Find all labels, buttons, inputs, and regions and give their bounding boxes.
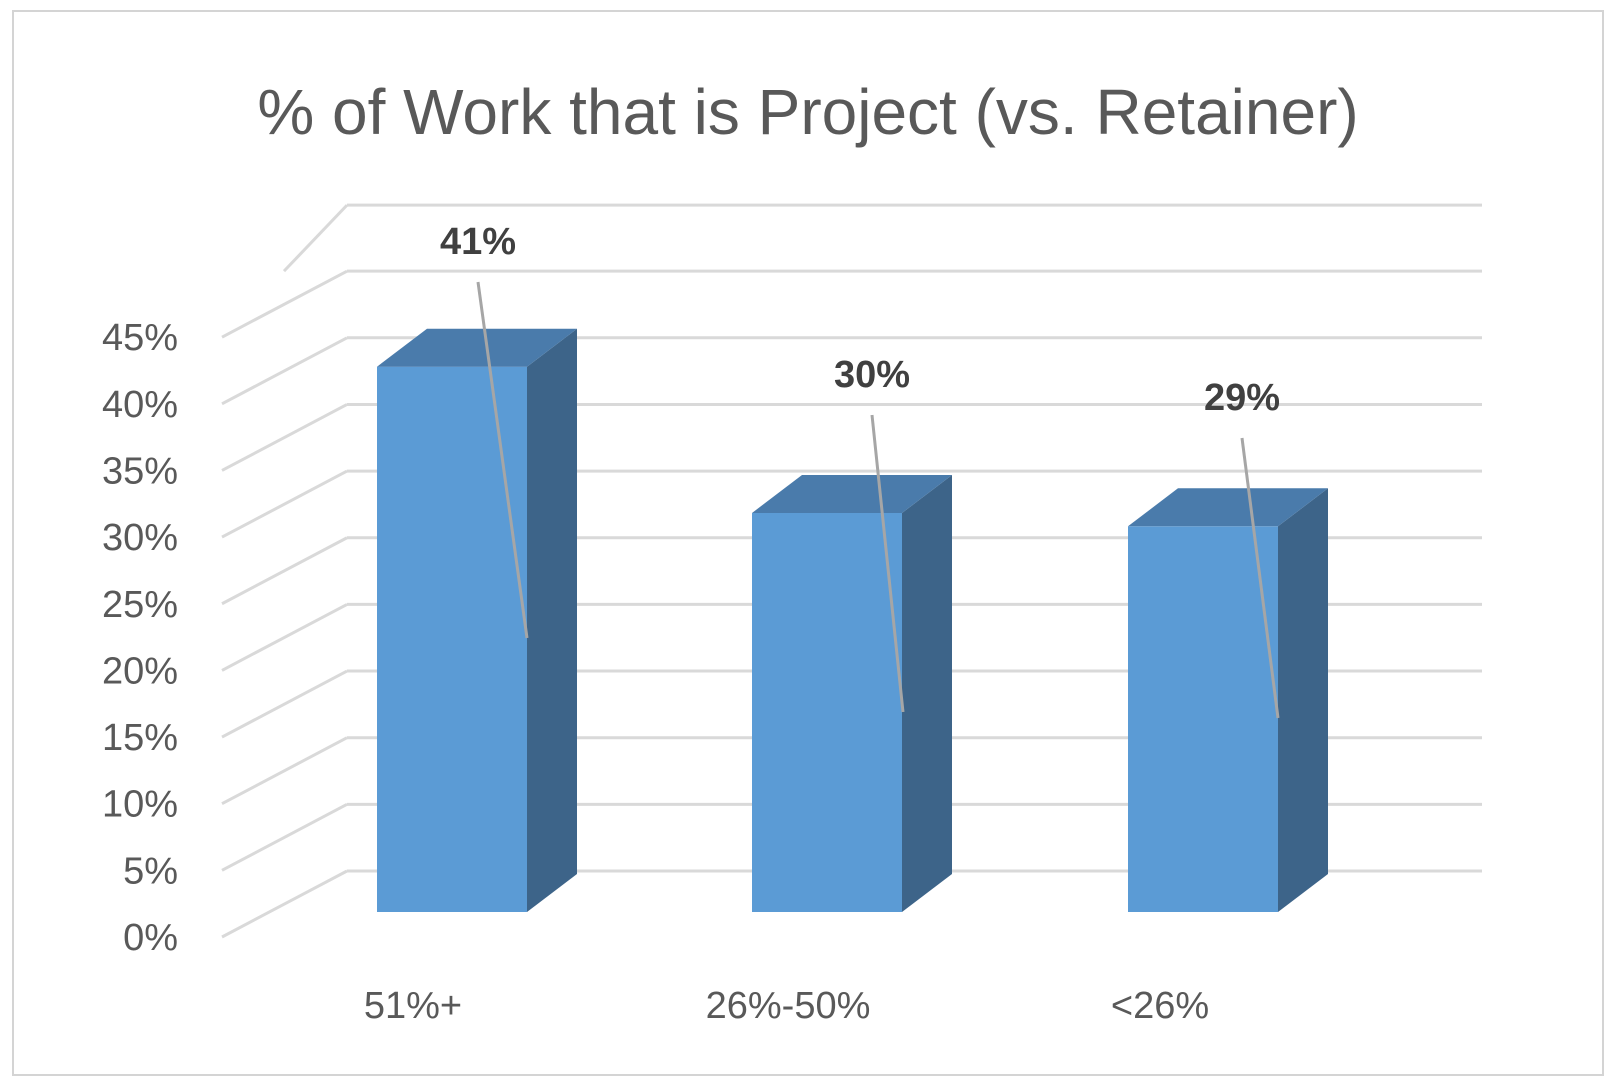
y-axis-ticks: 0% 5% 10% 15% 20% 25% 30% 35% 40% 45% xyxy=(102,317,178,959)
bar-front xyxy=(752,513,902,912)
leader-line xyxy=(476,281,529,639)
gridline-side xyxy=(221,669,348,739)
leader-line xyxy=(1240,437,1280,719)
gridline-side xyxy=(221,603,348,672)
gridline-side xyxy=(221,336,348,406)
y-tick-label: 5% xyxy=(123,850,178,892)
gridline-side xyxy=(221,803,348,872)
gridline-side xyxy=(221,269,348,339)
x-category-label: 26%-50% xyxy=(706,985,871,1027)
data-label: 29% xyxy=(1204,377,1280,419)
chart-title: % of Work that is Project (vs. Retainer) xyxy=(257,76,1358,148)
data-label: 41% xyxy=(440,221,516,263)
bar-top xyxy=(377,328,577,367)
y-tick-label: 25% xyxy=(102,584,178,626)
bar-side xyxy=(1278,488,1328,912)
x-category-label: 51%+ xyxy=(364,985,462,1027)
y-tick-label: 45% xyxy=(102,317,178,359)
gridline-side xyxy=(221,869,348,939)
bar-top xyxy=(752,475,952,513)
y-tick-label: 20% xyxy=(102,650,178,692)
bar-top xyxy=(1128,488,1328,527)
bars xyxy=(377,328,1328,912)
y-tick-label: 0% xyxy=(123,917,178,959)
data-label: 30% xyxy=(834,354,910,396)
y-tick-label: 10% xyxy=(102,784,178,826)
gridline-side xyxy=(221,536,348,606)
gridline-side xyxy=(282,204,349,273)
y-tick-label: 15% xyxy=(102,717,178,759)
gridline-side xyxy=(221,469,348,539)
leader-line xyxy=(870,414,905,713)
bar-front xyxy=(1128,526,1278,912)
y-tick-label: 40% xyxy=(102,384,178,426)
x-category-label: <26% xyxy=(1111,985,1209,1027)
x-axis-categories: 51%+ 26%-50% <26% xyxy=(364,985,1209,1027)
data-labels: 41% 30% 29% xyxy=(440,221,1280,719)
y-tick-label: 35% xyxy=(102,450,178,492)
bar-side xyxy=(527,328,577,912)
gridline-side xyxy=(221,736,348,806)
y-tick-label: 30% xyxy=(102,517,178,559)
bar-front xyxy=(377,366,527,912)
gridline-side xyxy=(221,403,348,472)
bar-side xyxy=(902,475,952,912)
